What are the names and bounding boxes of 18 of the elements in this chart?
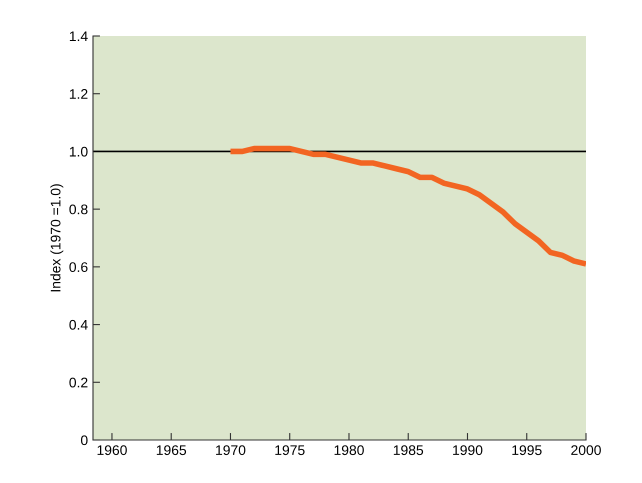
x-tick-label: 1970 xyxy=(216,445,246,456)
x-tick-label: 1975 xyxy=(275,445,305,456)
y-tick-label: 0 xyxy=(80,435,88,446)
y-tick-label: 1.2 xyxy=(70,89,88,99)
y-tick-label: 0.8 xyxy=(69,204,88,214)
x-tick-label: 2000 xyxy=(571,445,601,456)
x-tick-label: 1995 xyxy=(512,445,542,456)
y-tick-label: 0.2 xyxy=(69,378,88,388)
x-tick-label: 1980 xyxy=(334,445,364,456)
y-tick-label: 0.4 xyxy=(69,320,88,330)
x-tick-label: 1960 xyxy=(98,445,127,456)
x-tick-label: 1985 xyxy=(394,445,424,456)
y-tick-label: 1.4 xyxy=(70,31,88,42)
y-tick-label: 0.6 xyxy=(69,262,88,272)
x-tick-label: 1965 xyxy=(156,445,186,456)
y-tick-label: 1.0 xyxy=(70,146,88,157)
y-axis-title: Index (1970 =1.0) xyxy=(50,184,64,292)
x-tick-label: 1990 xyxy=(453,445,482,456)
